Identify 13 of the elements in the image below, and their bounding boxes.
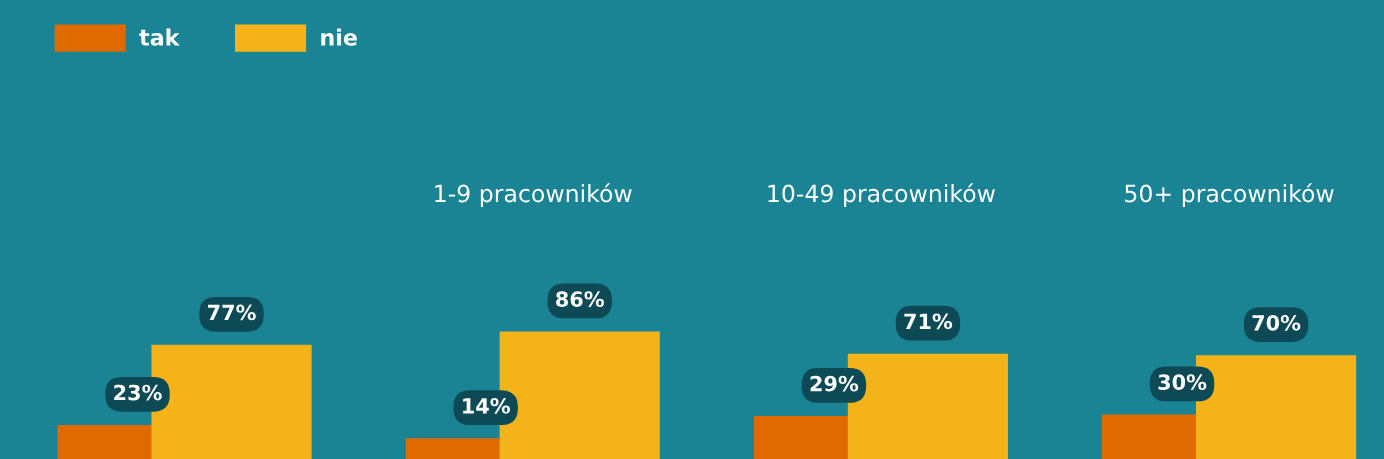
data-label: 29% — [810, 375, 859, 392]
data-label: 77% — [208, 304, 256, 321]
data-label: 23% — [114, 384, 162, 401]
x-tick-label: 50+ pracowników — [1125, 183, 1334, 207]
data-label: 30% — [1158, 374, 1207, 391]
x-tick-label: 10-49 pracowników — [768, 183, 995, 207]
data-label: 14% — [463, 397, 510, 414]
data-label: 86% — [556, 291, 604, 307]
data-label: 70% — [1252, 314, 1301, 331]
x-tick-label: 1-9 pracowników — [435, 183, 632, 207]
data-label: 71% — [904, 313, 953, 330]
legend-label: nie — [321, 28, 357, 46]
legend-label: tak — [139, 28, 180, 46]
